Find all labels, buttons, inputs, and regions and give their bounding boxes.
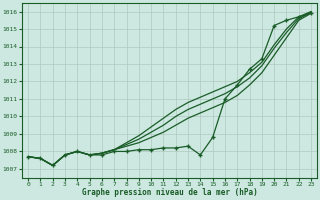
- X-axis label: Graphe pression niveau de la mer (hPa): Graphe pression niveau de la mer (hPa): [82, 188, 258, 197]
